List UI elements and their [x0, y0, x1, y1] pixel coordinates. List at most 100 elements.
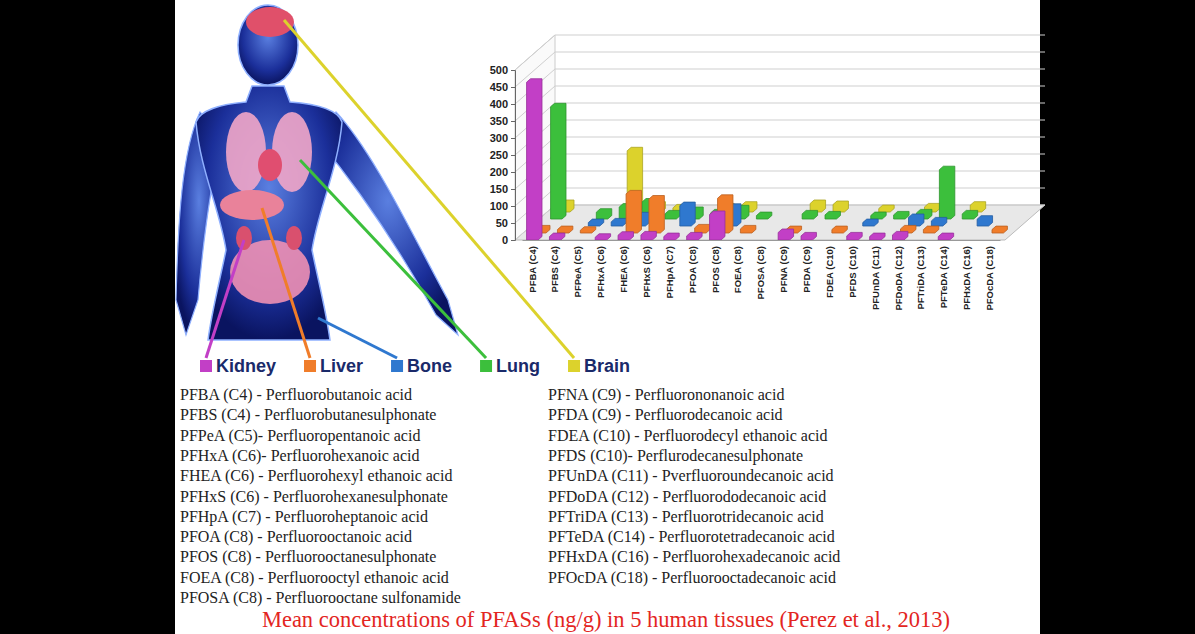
y-tick: 100 — [490, 200, 515, 212]
bar — [992, 226, 1007, 233]
connector-line — [206, 240, 244, 358]
bar — [893, 231, 908, 240]
bar — [962, 210, 977, 219]
series — [551, 103, 978, 219]
y-tick-mark — [511, 223, 515, 224]
series — [535, 190, 1008, 233]
bar — [879, 205, 894, 212]
x-tick: PFOcDA (C18) — [984, 240, 995, 311]
grid-line — [555, 86, 1045, 87]
y-tick: 500 — [490, 64, 515, 76]
x-tick-label: PFPeA (C5) — [572, 246, 583, 297]
organ-lung — [226, 112, 266, 192]
connector-line — [284, 20, 574, 358]
legend-swatch — [568, 360, 580, 372]
x-tick: FHEA (C6) — [618, 240, 629, 293]
x-tick: PFBA (C4) — [527, 240, 538, 293]
grid-line — [555, 103, 1045, 104]
chart-title: Mean concentrations of PFASs (ng/g) in 5… — [262, 607, 950, 632]
connectors — [206, 20, 574, 358]
legend: KidneyLiverBoneLungBrain — [200, 356, 630, 376]
glossary-entry: PFHxA (C6)- Perfluorohexanoic acid — [180, 447, 420, 465]
bar — [756, 212, 771, 219]
x-tick: PFPeA (C5) — [572, 240, 583, 297]
legend-swatch — [391, 360, 403, 372]
bar — [527, 79, 542, 240]
x-tick-label: PFOcDA (C18) — [984, 246, 995, 311]
bar — [931, 217, 946, 226]
glossary-entry: FHEA (C6) - Perfluorohexyl ethanoic acid — [180, 467, 452, 485]
x-tick: PFDS (C10) — [847, 240, 858, 298]
bars — [527, 79, 1008, 240]
bar — [802, 210, 817, 219]
x-axis-line — [523, 240, 1001, 241]
bar — [909, 214, 924, 226]
legend-swatch — [304, 360, 316, 372]
x-tick: PFDoDA (C12) — [893, 240, 904, 311]
glossary-entry: PFNA (C9) - Perfluorononanoic acid — [548, 386, 784, 404]
x-tick: PFNA (C9) — [778, 240, 789, 293]
y-tick: 200 — [490, 166, 515, 178]
bar — [626, 190, 641, 233]
glossary-entry: PFHpA (C7) - Perfluoroheptanoic acid — [180, 508, 428, 526]
bar — [687, 232, 702, 240]
glossary-entry: PFOA (C8) - Perfluorooctanoic acid — [180, 528, 412, 546]
organ-kidney — [286, 226, 302, 250]
y-tick-label: 50 — [496, 217, 508, 229]
bar — [665, 210, 680, 219]
glossary-entry: PFBS (C4) - Perfluorobutanesulphonate — [180, 406, 436, 424]
y-tick-label: 400 — [490, 98, 508, 110]
x-tick-label: FDEA (C10) — [824, 246, 835, 298]
x-tick-label: PFHxDA (C16) — [961, 246, 972, 310]
x-tick-label: PFOSA (C8) — [755, 246, 766, 299]
x-tick: PFTriDA (C13) — [915, 240, 926, 310]
x-tick: PFOS (C8) — [710, 240, 721, 293]
x-axis: PFBA (C4)PFBS (C4)PFPeA (C5)PFHxA (C6)FH… — [523, 240, 1001, 311]
bar — [870, 233, 885, 240]
y-tick-label: 150 — [490, 183, 508, 195]
page: 050100150200250300350400450500PFBA (C4)P… — [0, 0, 1195, 634]
floor — [515, 205, 1045, 240]
bar — [695, 224, 710, 233]
legend-item: Bone — [391, 356, 452, 376]
plot: 050100150200250300350400450500PFBA (C4)P… — [490, 35, 1045, 311]
glossary-entry: FOEA (C8) - Perfluorooctyl ethanoic acid — [180, 569, 449, 587]
legend-label: Kidney — [216, 356, 276, 376]
glossary-entry: PFHxS (C6) - Perfluorohexanesulphonate — [180, 488, 448, 506]
x-tick: PFBS (C4) — [549, 240, 560, 292]
y-tick-label: 0 — [502, 234, 508, 246]
bar — [680, 202, 695, 226]
y-tick-mark — [511, 240, 515, 241]
bar — [588, 219, 603, 226]
grid-line — [515, 35, 555, 70]
y-tick: 250 — [490, 149, 515, 161]
x-tick: PFOSA (C8) — [755, 240, 766, 299]
bar — [611, 218, 626, 226]
organ-lung — [272, 112, 312, 192]
y-tick-mark — [511, 172, 515, 173]
glossary-entry: PFBA (C4) - Perfluorobutanoic acid — [180, 386, 412, 404]
bar — [618, 232, 633, 240]
bar — [778, 229, 793, 240]
bar — [825, 211, 840, 219]
y-tick-mark — [511, 104, 515, 105]
organ-liver — [220, 190, 284, 220]
x-tick-label: PFTriDA (C13) — [915, 246, 926, 310]
x-tick-label: PFDS (C10) — [847, 246, 858, 298]
glossary-entry: PFHxDA (C16) - Perfluorohexadecanoic aci… — [548, 548, 840, 566]
glossary-entry: PFOcDA (C18) - Perfluorooctadecanoic aci… — [548, 569, 836, 587]
x-tick-label: FHEA (C6) — [618, 246, 629, 293]
panel-background — [175, 0, 1040, 634]
grid-line — [555, 52, 1045, 53]
y-tick-mark — [511, 155, 515, 156]
body-head — [238, 5, 298, 85]
connector-line — [318, 318, 397, 358]
legend-label: Brain — [584, 356, 630, 376]
series — [559, 147, 986, 212]
x-tick-label: PFDA (C9) — [801, 246, 812, 293]
y-tick: 400 — [490, 98, 515, 110]
y-tick-label: 300 — [490, 132, 508, 144]
bar — [549, 233, 564, 240]
y-tick-mark — [511, 189, 515, 190]
y-tick-mark — [511, 206, 515, 207]
